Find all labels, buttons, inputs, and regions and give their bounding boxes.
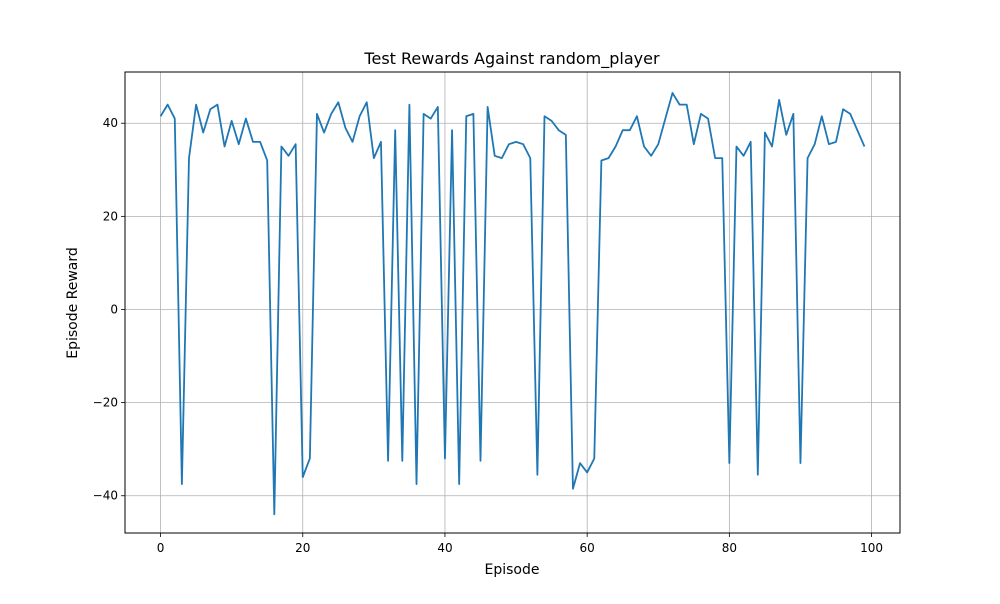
y-tick-label: −20 <box>93 396 118 410</box>
axis-ticks: 0 20 40 60 80 100 −40 −20 0 20 40 <box>93 116 883 555</box>
grid <box>125 72 900 533</box>
y-tick-label: 40 <box>103 116 118 130</box>
x-tick-label: 20 <box>295 541 310 555</box>
x-tick-label: 100 <box>860 541 883 555</box>
series-layer <box>159 92 866 516</box>
y-tick-label: −40 <box>93 489 118 503</box>
y-tick-label: 20 <box>103 209 118 223</box>
y-axis-label: Episode Reward <box>65 247 81 359</box>
x-tick-label: 0 <box>157 541 165 555</box>
y-tick-label: 0 <box>110 302 118 316</box>
plot-area-frame <box>124 71 901 534</box>
x-tick-label: 40 <box>437 541 452 555</box>
x-axis-label: Episode <box>485 562 540 578</box>
chart-title: Test Rewards Against random_player <box>363 49 660 69</box>
x-tick-label: 60 <box>580 541 595 555</box>
reward-series-line <box>159 92 866 516</box>
x-tick-label: 80 <box>722 541 737 555</box>
